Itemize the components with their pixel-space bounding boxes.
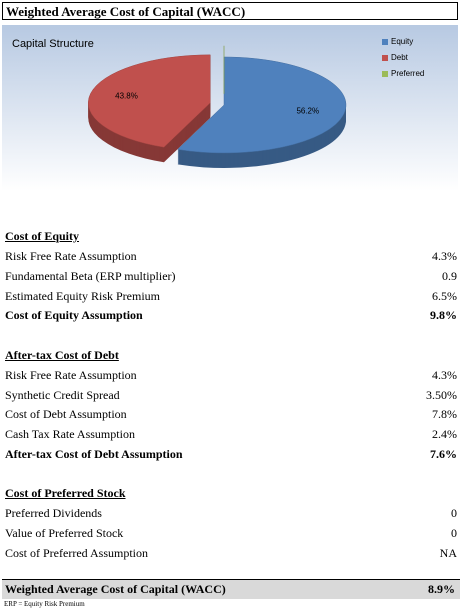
total-row: Weighted Average Cost of Capital (WACC) … bbox=[2, 579, 460, 599]
section-summary: After-tax Cost of Debt Assumption 7.6% bbox=[5, 445, 457, 463]
section-summary: Cost of Equity Assumption 9.8% bbox=[5, 306, 457, 324]
line-item-label: Risk Free Rate Assumption bbox=[5, 367, 137, 382]
line-item: Risk Free Rate Assumption 4.3% bbox=[5, 366, 457, 384]
chart: Capital Structure 56.2% 43.8% Equity Debt Pr… bbox=[2, 25, 458, 191]
page-title: Weighted Average Cost of Capital (WACC) bbox=[2, 2, 458, 20]
legend-label: Preferred bbox=[391, 69, 424, 78]
line-item-value: 4.3% bbox=[432, 249, 457, 263]
line-item: Value of Preferred Stock 0 bbox=[5, 524, 457, 542]
line-item-label: Fundamental Beta (ERP multiplier) bbox=[5, 268, 176, 283]
line-item: Estimated Equity Risk Premium 6.5% bbox=[5, 287, 457, 305]
legend-label: Equity bbox=[391, 37, 413, 46]
section-title-label: Cost of Equity bbox=[5, 229, 80, 243]
line-item-value: 0 bbox=[451, 506, 457, 521]
footnote: ERP = Equity Risk Premium bbox=[4, 600, 85, 608]
line-item: Fundamental Beta (ERP multiplier) 0.9 bbox=[5, 267, 457, 285]
total-label: Weighted Average Cost of Capital (WACC) bbox=[5, 582, 226, 596]
line-item: Risk Free Rate Assumption 4.3% bbox=[5, 247, 457, 265]
section-summary-label: Cost of Equity Assumption bbox=[5, 308, 143, 323]
legend-swatch bbox=[382, 39, 388, 45]
line-item: Cost of Preferred Assumption NA bbox=[5, 544, 457, 562]
section-title-label: Cost of Preferred Stock bbox=[5, 486, 126, 501]
line-item: Preferred Dividends 0 bbox=[5, 504, 457, 522]
line-item: Cash Tax Rate Assumption 2.4% bbox=[5, 425, 457, 443]
line-item-value: 7.8% bbox=[432, 407, 457, 422]
line-item-value: 2.4% bbox=[432, 427, 457, 442]
line-item-label: Risk Free Rate Assumption bbox=[5, 249, 137, 263]
line-item-value: NA bbox=[439, 545, 457, 560]
legend-swatch bbox=[382, 55, 388, 61]
section-summary-value: 7.6% bbox=[430, 446, 457, 461]
line-item: Cost of Debt Assumption 7.8% bbox=[5, 405, 457, 423]
line-item-label: Preferred Dividends bbox=[5, 506, 102, 521]
section-title: Cost of Preferred Stock bbox=[5, 484, 457, 502]
data-label: 43.8% bbox=[115, 91, 138, 100]
section-title-label: After-tax Cost of Debt bbox=[5, 347, 119, 362]
line-item-label: Estimated Equity Risk Premium bbox=[5, 288, 160, 303]
legend-label: Debt bbox=[391, 53, 409, 62]
chart-title: Capital Structure bbox=[12, 38, 94, 50]
line-item-value: 4.3% bbox=[432, 367, 457, 382]
section-summary-value: 9.8% bbox=[430, 308, 457, 323]
line-item-value: 6.5% bbox=[432, 288, 457, 303]
line-item-label: Value of Preferred Stock bbox=[5, 526, 124, 540]
legend-swatch bbox=[382, 71, 388, 77]
line-item: Synthetic Credit Spread 3.50% bbox=[5, 386, 457, 404]
line-item-value: 0 bbox=[451, 526, 457, 540]
section-title: Cost of Equity bbox=[5, 227, 457, 245]
total-value: 8.9% bbox=[428, 582, 455, 596]
pie-slice bbox=[177, 56, 347, 154]
section-summary-label: After-tax Cost of Debt Assumption bbox=[5, 446, 183, 461]
section-title: After-tax Cost of Debt bbox=[5, 346, 457, 364]
pie-slice bbox=[88, 54, 211, 148]
line-item-label: Synthetic Credit Spread bbox=[5, 387, 120, 402]
data-label: 56.2% bbox=[296, 107, 319, 116]
line-item-label: Cost of Debt Assumption bbox=[5, 407, 127, 422]
line-item-label: Cost of Preferred Assumption bbox=[5, 545, 148, 560]
line-item-label: Cash Tax Rate Assumption bbox=[5, 427, 135, 442]
line-item-value: 3.50% bbox=[426, 387, 457, 402]
line-item-value: 0.9 bbox=[442, 268, 457, 283]
